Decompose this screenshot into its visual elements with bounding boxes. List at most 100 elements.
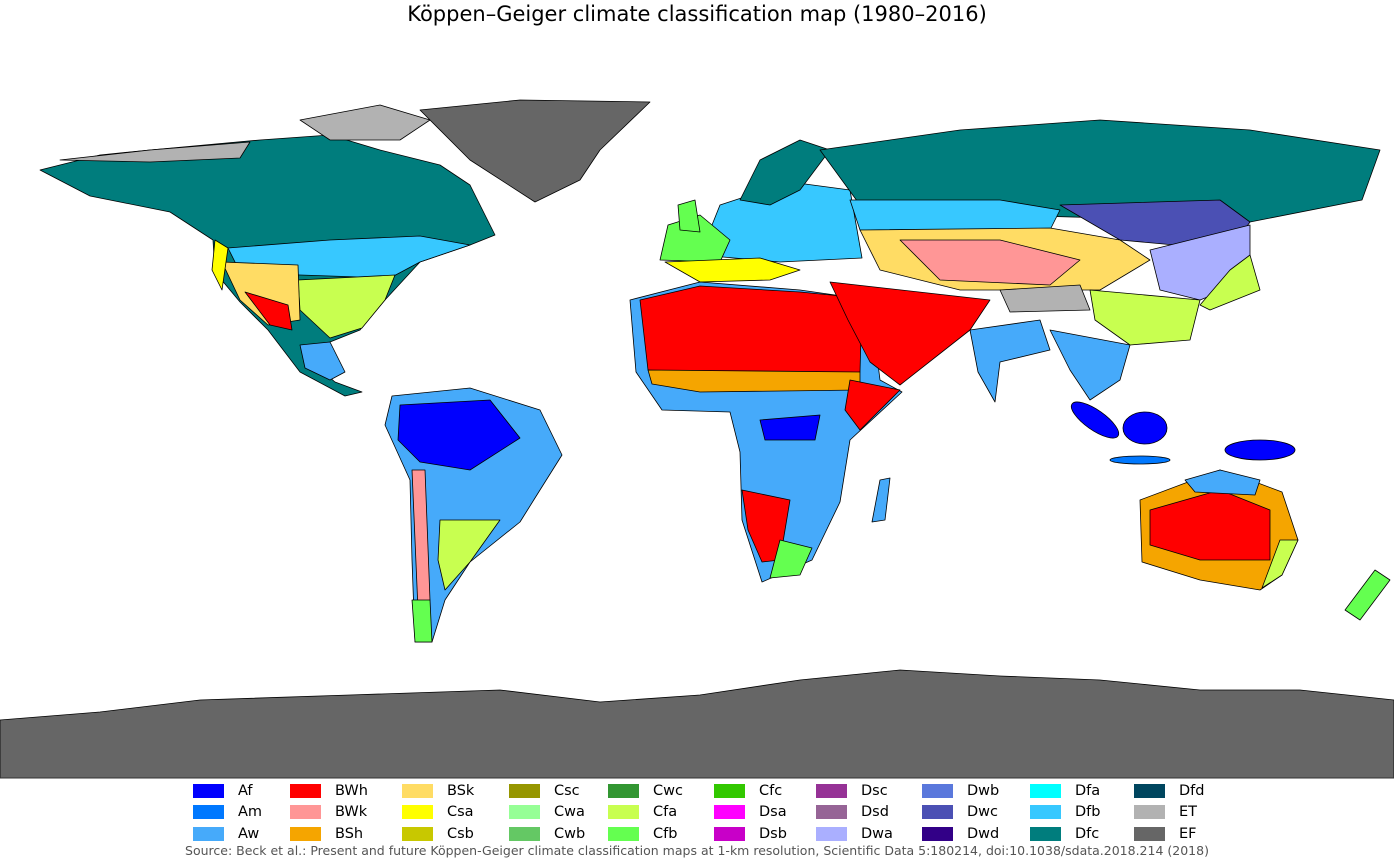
mediterranean-csa — [664, 257, 801, 283]
legend-label: Cfc — [759, 783, 783, 799]
horn-of-africa — [844, 379, 901, 431]
africa-bwh — [639, 285, 863, 383]
legend-label: Dsa — [759, 804, 787, 820]
legend-item-am: Am — [193, 803, 262, 821]
legend-label: Am — [238, 804, 263, 820]
legend-item-dsb: Dsb — [714, 825, 787, 843]
legend-swatch — [290, 805, 321, 819]
north-america-csb — [211, 239, 229, 291]
legend-label: Cfa — [653, 804, 678, 820]
legend-item-bsh: BSh — [290, 825, 363, 843]
legend-swatch — [922, 827, 953, 841]
south-america — [384, 387, 563, 643]
australia — [1139, 469, 1299, 591]
legend-swatch — [1030, 805, 1061, 819]
north-america-bwh — [244, 291, 293, 331]
map-title: Köppen–Geiger climate classification map… — [407, 2, 987, 26]
legend-label: Csc — [554, 783, 580, 799]
north-america — [39, 134, 496, 397]
legend-swatch — [608, 784, 639, 798]
source-citation: Source: Beck et al.: Present and future … — [185, 843, 1209, 858]
madagascar — [871, 477, 891, 523]
climate-legend: Af Am Aw BWh BWk BSh BSk Csa Csb Csc Cwa Cwb Cwc Cfa C… — [0, 780, 1394, 844]
legend-item-dwb: Dwb — [922, 782, 999, 800]
borneo — [1122, 411, 1168, 445]
legend-item-csb: Csb — [402, 825, 474, 843]
asia-bwk — [899, 239, 1081, 286]
legend-label: Af — [238, 783, 253, 799]
legend-item-csa: Csa — [402, 803, 474, 821]
legend-label: Dwb — [967, 783, 1000, 799]
java — [1109, 455, 1171, 465]
legend-swatch — [816, 784, 847, 798]
maritime-southeast-asia — [1070, 401, 1296, 465]
legend-swatch — [290, 827, 321, 841]
legend-swatch — [402, 784, 433, 798]
africa-bsh — [647, 369, 861, 393]
legend-label: Cwa — [554, 804, 585, 820]
legend-item-dwd: Dwd — [922, 825, 999, 843]
legend-label: Dfb — [1075, 804, 1101, 820]
legend-swatch — [1030, 784, 1061, 798]
legend-item-cwc: Cwc — [608, 782, 683, 800]
legend-swatch — [714, 805, 745, 819]
legend-item-dfa: Dfa — [1030, 782, 1100, 800]
legend-swatch — [608, 805, 639, 819]
legend-swatch — [509, 805, 540, 819]
legend-item-dfd: Dfd — [1134, 782, 1204, 800]
legend-item-dfb: Dfb — [1030, 803, 1100, 821]
legend-swatch — [714, 784, 745, 798]
legend-item-cfb: Cfb — [608, 825, 677, 843]
world-climate-map — [0, 99, 1394, 779]
asia-dfb — [849, 199, 1061, 233]
south-america-cfa — [437, 519, 501, 591]
legend-item-cfc: Cfc — [714, 782, 782, 800]
legend-label: Aw — [238, 826, 260, 842]
legend-label: Dfd — [1179, 783, 1205, 799]
arctic-islands — [299, 104, 431, 141]
legend-label: ET — [1179, 804, 1198, 820]
legend-swatch — [193, 784, 224, 798]
legend-swatch — [816, 827, 847, 841]
legend-item-bsk: BSk — [402, 782, 474, 800]
asia — [819, 119, 1381, 403]
legend-swatch — [816, 805, 847, 819]
legend-item-dwa: Dwa — [816, 825, 893, 843]
legend-label: Csb — [447, 826, 474, 842]
africa-cfb-south — [769, 539, 813, 579]
africa-af — [759, 414, 821, 441]
southeast-asia-aw — [1049, 329, 1131, 401]
legend-item-et: ET — [1134, 803, 1197, 821]
legend-item-dwc: Dwc — [922, 803, 998, 821]
australia-cfa — [1261, 539, 1299, 589]
legend-swatch — [402, 805, 433, 819]
africa-bwh-south — [741, 489, 791, 563]
legend-label: BWh — [335, 783, 368, 799]
legend-item-dsd: Dsd — [816, 803, 889, 821]
legend-label: BWk — [335, 804, 368, 820]
legend-item-aw: Aw — [193, 825, 259, 843]
greenland — [419, 99, 651, 203]
europe — [659, 139, 863, 283]
legend-item-bwk: BWk — [290, 803, 367, 821]
legend-label: Dsc — [861, 783, 888, 799]
new-zealand — [1344, 569, 1391, 621]
legend-label: BSk — [447, 783, 475, 799]
south-america-cfb — [411, 599, 433, 643]
legend-label: Cfb — [653, 826, 678, 842]
legend-swatch — [1134, 805, 1165, 819]
legend-swatch — [922, 784, 953, 798]
africa — [629, 281, 903, 583]
legend-label: Dsd — [861, 804, 889, 820]
legend-item-bwh: BWh — [290, 782, 368, 800]
japan — [1199, 254, 1261, 311]
legend-label: Cwb — [554, 826, 586, 842]
legend-item-dsc: Dsc — [816, 782, 888, 800]
legend-item-cfa: Cfa — [608, 803, 677, 821]
legend-item-csc: Csc — [509, 782, 580, 800]
legend-item-cwa: Cwa — [509, 803, 585, 821]
legend-swatch — [193, 827, 224, 841]
legend-swatch — [509, 827, 540, 841]
legend-label: Dwd — [967, 826, 1000, 842]
legend-swatch — [509, 784, 540, 798]
